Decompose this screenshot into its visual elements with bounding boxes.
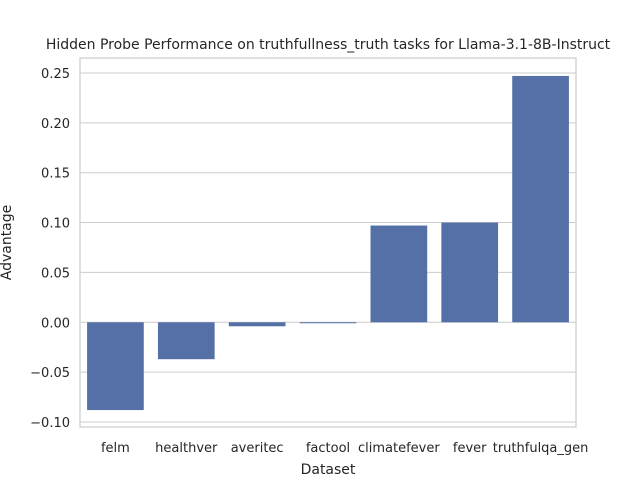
bar-fever [441, 222, 499, 323]
x-tick-label: truthfulqa_gen [493, 441, 589, 456]
y-tick-label: 0.15 [41, 167, 70, 182]
y-tick-label: 0.20 [41, 117, 70, 132]
y-tick-label: 0.25 [41, 67, 70, 82]
y-tick-label: 0.00 [41, 316, 70, 331]
x-tick-label: climatefever [358, 441, 440, 456]
bars [87, 75, 569, 411]
y-tick-labels: −0.10 −0.05 0.00 0.05 0.10 0.15 0.20 0.25 [30, 67, 70, 431]
x-tick-label: fever [453, 441, 487, 456]
x-axis-label: Dataset [301, 462, 356, 478]
x-tick-label: healthver [155, 441, 218, 456]
bar-felm [87, 322, 144, 411]
x-tick-label: felm [101, 441, 130, 456]
y-tick-label: −0.05 [30, 366, 70, 381]
plot-frame [79, 57, 577, 428]
bar-healthver [157, 322, 215, 360]
y-tick-label: 0.10 [41, 217, 70, 232]
bar-averitec [228, 322, 286, 327]
bar-climatefever [370, 225, 428, 323]
bar-truthfulqa_gen [512, 75, 569, 323]
y-tick-label: −0.10 [30, 416, 70, 431]
x-tick-labels: felm healthver averitec factool climatefever… [101, 441, 588, 456]
y-tick-label: 0.05 [41, 266, 70, 281]
y-gridlines [80, 72, 576, 423]
x-tick-label: averitec [231, 441, 284, 456]
bar-factool [299, 322, 357, 324]
x-tick-label: factool [306, 441, 350, 456]
chart-title: Hidden Probe Performance on truthfullnes… [46, 37, 611, 53]
y-axis-label: Advantage [0, 205, 15, 281]
